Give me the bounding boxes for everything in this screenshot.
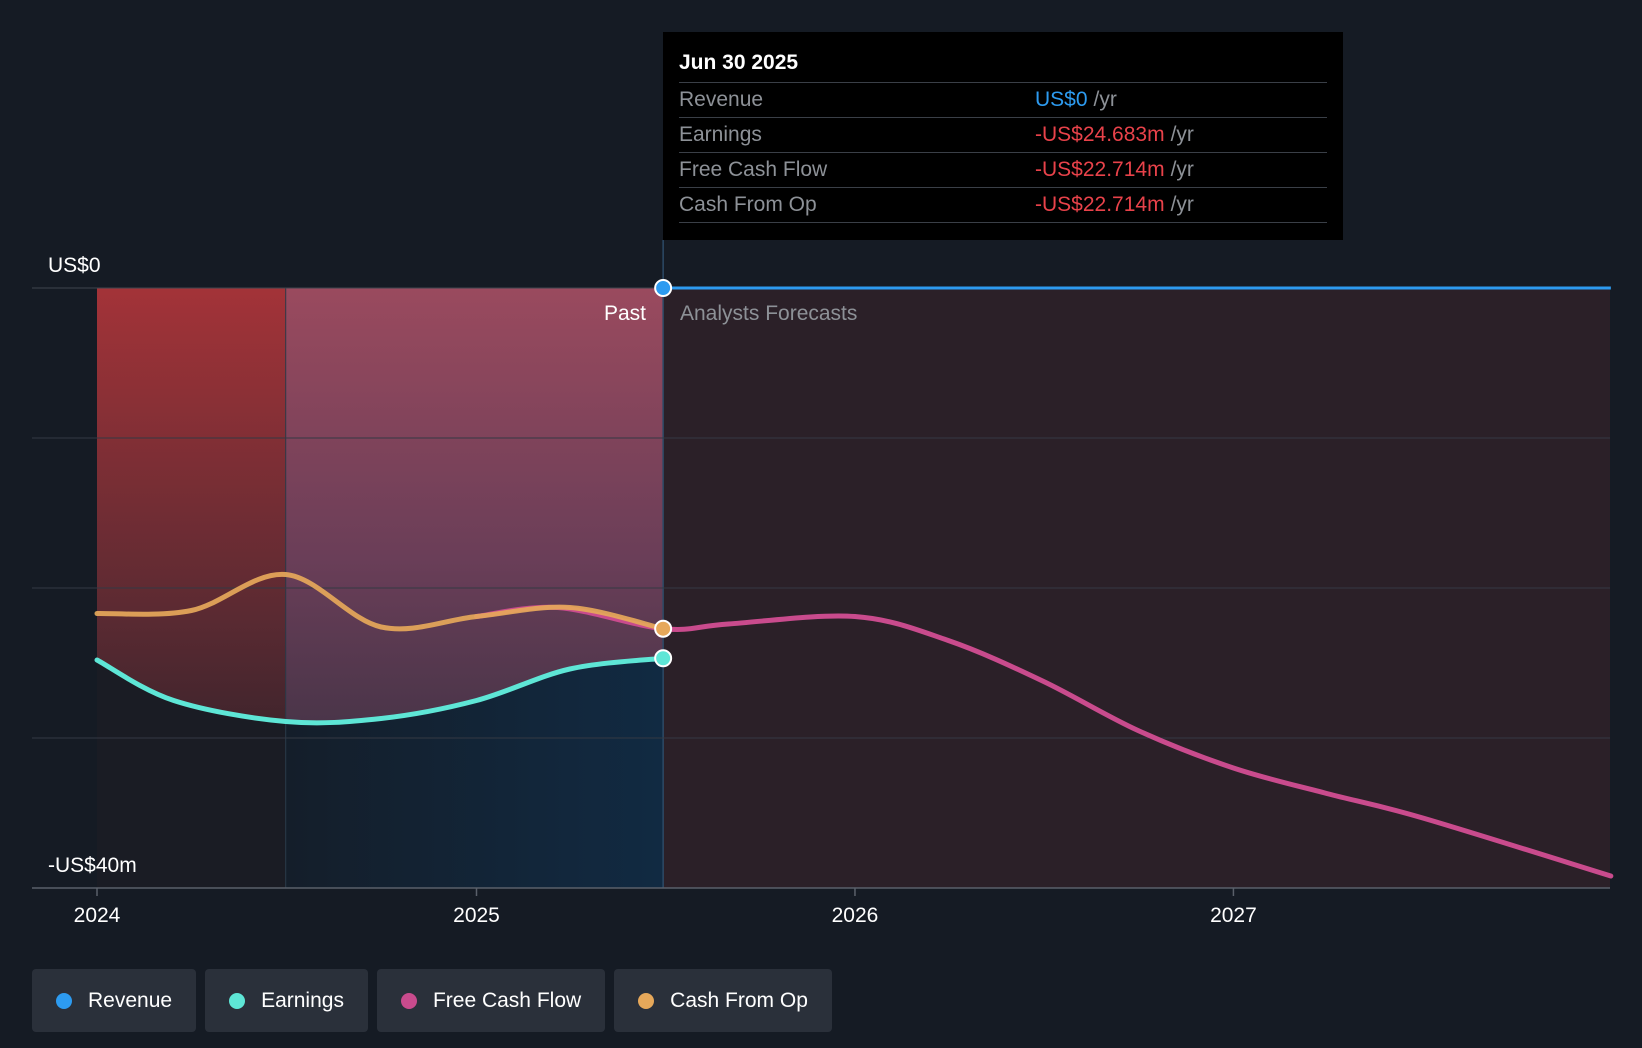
- tooltip-row-free-cash-flow: Free Cash Flow -US$22.714m /yr: [679, 153, 1327, 188]
- tooltip-row-cash-from-op: Cash From Op -US$22.714m /yr: [679, 188, 1327, 223]
- y-tick-label-top: US$0: [48, 254, 101, 277]
- tooltip-unit: /yr: [1170, 123, 1194, 146]
- legend-dot-icon: [400, 992, 417, 1009]
- y-tick-label-bottom: -US$40m: [48, 854, 137, 877]
- legend-dot-icon: [56, 992, 72, 1009]
- tooltip-value: -US$22.714m: [1035, 193, 1165, 216]
- tooltip-label: Cash From Op: [679, 193, 817, 216]
- tooltip-unit: /yr: [1170, 158, 1194, 181]
- tooltip-label: Earnings: [679, 123, 762, 146]
- label-layer: US$0 -US$40m Past Analysts Forecasts: [48, 254, 857, 877]
- legend-item-revenue[interactable]: Revenue: [32, 969, 197, 1032]
- marker-layer: [654, 279, 673, 668]
- legend-item-earnings[interactable]: Earnings: [205, 969, 368, 1032]
- x-tick-label: 2025: [453, 904, 500, 927]
- tooltip: Jun 30 2025 Revenue US$0 /yr Earnings -U…: [663, 32, 1343, 240]
- tooltip-unit: /yr: [1170, 193, 1194, 216]
- chart-background: [97, 240, 1610, 888]
- tooltip-value: US$0: [1035, 88, 1088, 111]
- earnings-loss-area: [97, 288, 286, 723]
- series-line-cash-from-op: [94, 571, 666, 632]
- marker-cash-from-op: [654, 619, 673, 638]
- legend-label: Cash From Op: [670, 988, 808, 1012]
- legend-label: Free Cash Flow: [432, 988, 582, 1012]
- tooltip-row-revenue: Revenue US$0 /yr: [679, 83, 1327, 118]
- forecast-label: Analysts Forecasts: [680, 302, 857, 325]
- marker-revenue: [654, 279, 673, 297]
- tooltip-row-earnings: Earnings -US$24.683m /yr: [679, 118, 1327, 153]
- x-tick-label: 2024: [74, 904, 121, 927]
- legend-dot-icon: [229, 992, 246, 1009]
- legend-item-free-cash-flow[interactable]: Free Cash Flow: [376, 969, 606, 1032]
- legend-label: Earnings: [261, 988, 344, 1012]
- legend: Revenue Earnings Free Cash Flow Cash Fro…: [32, 969, 841, 1032]
- tooltip-value: -US$24.683m: [1035, 123, 1165, 146]
- tooltip-label: Free Cash Flow: [679, 158, 828, 181]
- tooltip-label: Revenue: [679, 88, 764, 111]
- x-tick-label: 2027: [1210, 904, 1257, 927]
- series-line-earnings: [94, 655, 666, 726]
- x-tick-label: 2026: [832, 904, 879, 927]
- x-axis: 2024 2025 2026 2027: [74, 888, 1257, 927]
- past-label: Past: [604, 302, 646, 325]
- tooltip-date: Jun 30 2025: [679, 46, 1327, 83]
- legend-dot-icon: [638, 992, 655, 1009]
- legend-label: Revenue: [88, 988, 173, 1012]
- marker-earnings: [654, 649, 673, 668]
- legend-item-cash-from-op[interactable]: Cash From Op: [614, 969, 832, 1032]
- tooltip-value: -US$22.714m: [1035, 158, 1165, 181]
- earnings-loss-area-recent: [285, 288, 664, 723]
- tooltip-unit: /yr: [1093, 88, 1117, 111]
